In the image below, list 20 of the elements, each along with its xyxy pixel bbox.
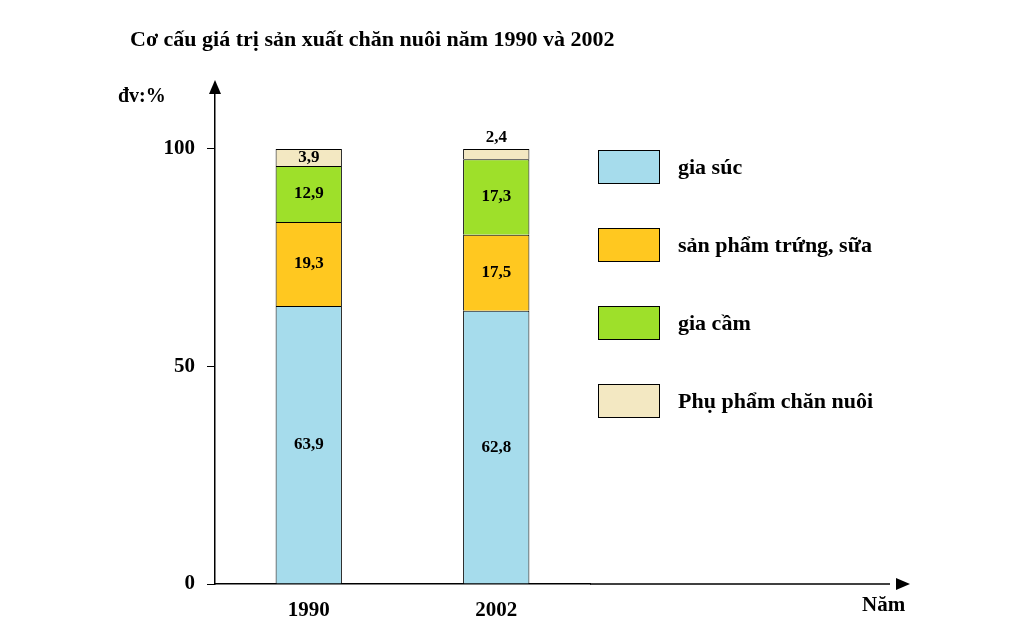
legend-label: gia súc <box>678 154 743 180</box>
data-label: 63,9 <box>293 434 324 454</box>
x-tick-label: 2002 <box>475 597 518 622</box>
data-label: 17,3 <box>481 186 512 206</box>
data-label: 19,3 <box>293 253 324 273</box>
y-tick-label: 0 <box>184 570 195 595</box>
data-label: 17,5 <box>481 262 512 282</box>
data-label: 3,9 <box>298 146 320 166</box>
data-label: 62,8 <box>481 436 512 456</box>
y-tick-label: 50 <box>174 352 195 377</box>
legend-label: gia cầm <box>678 310 751 336</box>
legend-label: Phụ phẩm chăn nuôi <box>678 388 874 414</box>
y-tick-label: 100 <box>163 135 195 160</box>
data-label: 2,4 <box>485 127 508 147</box>
legend-label: sản phẩm trứng, sữa <box>678 232 872 258</box>
data-label: 12,9 <box>293 183 324 203</box>
y-axis-title: đv:% <box>118 84 166 107</box>
chart-title: Cơ cấu giá trị sản xuất chăn nuôi năm 1990 và 2002 <box>130 26 615 52</box>
text: Năm <box>862 592 906 617</box>
x-tick-label: 1990 <box>287 597 330 622</box>
